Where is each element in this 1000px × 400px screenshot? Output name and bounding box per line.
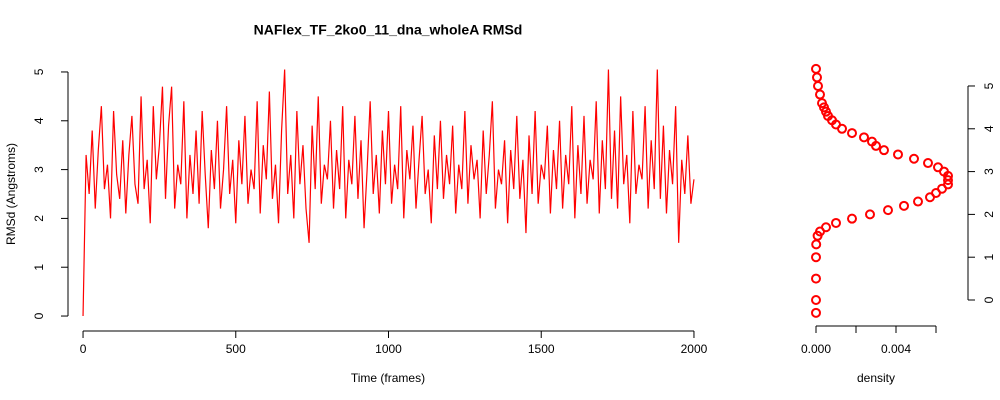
density-point (923, 158, 933, 169)
y-tick-label: 2 (32, 215, 46, 222)
y-tick-label: 3 (982, 168, 996, 175)
density-point (865, 209, 875, 220)
density-point (909, 153, 919, 164)
x-tick-label: 2000 (681, 342, 708, 356)
y-tick-label: 1 (982, 254, 996, 261)
density-point (847, 128, 857, 139)
x-axis-label: density (857, 371, 895, 385)
y-axis-label: RMSd (Angstroms) (4, 143, 18, 245)
density-point (811, 294, 821, 305)
y-tick-label: 3 (32, 166, 46, 173)
density-point (879, 145, 889, 156)
density-point (943, 175, 953, 186)
density-point (831, 217, 841, 228)
y-tick-label: 4 (32, 117, 46, 124)
density-point (933, 162, 943, 173)
density-point (913, 196, 923, 207)
x-tick-label: 0.004 (881, 342, 911, 356)
x-tick-label: 1000 (375, 342, 402, 356)
x-tick-label: 0.000 (801, 342, 831, 356)
density-point (811, 307, 821, 318)
density-point (899, 200, 909, 211)
density-point (893, 149, 903, 160)
y-tick-label: 4 (982, 125, 996, 132)
density-point (847, 213, 857, 224)
density-point (811, 273, 821, 284)
density-point (883, 205, 893, 216)
y-tick-label: 5 (982, 82, 996, 89)
x-tick-label: 500 (226, 342, 246, 356)
density-point (867, 136, 877, 147)
density-point (859, 132, 869, 143)
density-point (811, 252, 821, 263)
density-point (811, 63, 821, 74)
y-tick-label: 2 (982, 211, 996, 218)
density-point (821, 222, 831, 233)
y-tick-label: 5 (32, 68, 46, 75)
data-line (82, 69, 695, 317)
x-tick-label: 0 (80, 342, 87, 356)
x-tick-label: 1500 (528, 342, 555, 356)
x-axis-label: Time (frames) (351, 371, 425, 385)
y-tick-label: 0 (32, 312, 46, 319)
y-tick-label: 1 (32, 264, 46, 271)
y-tick-label: 0 (982, 296, 996, 303)
chart-title: NAFlex_TF_2ko0_11_dna_wholeA RMSd (254, 22, 523, 38)
